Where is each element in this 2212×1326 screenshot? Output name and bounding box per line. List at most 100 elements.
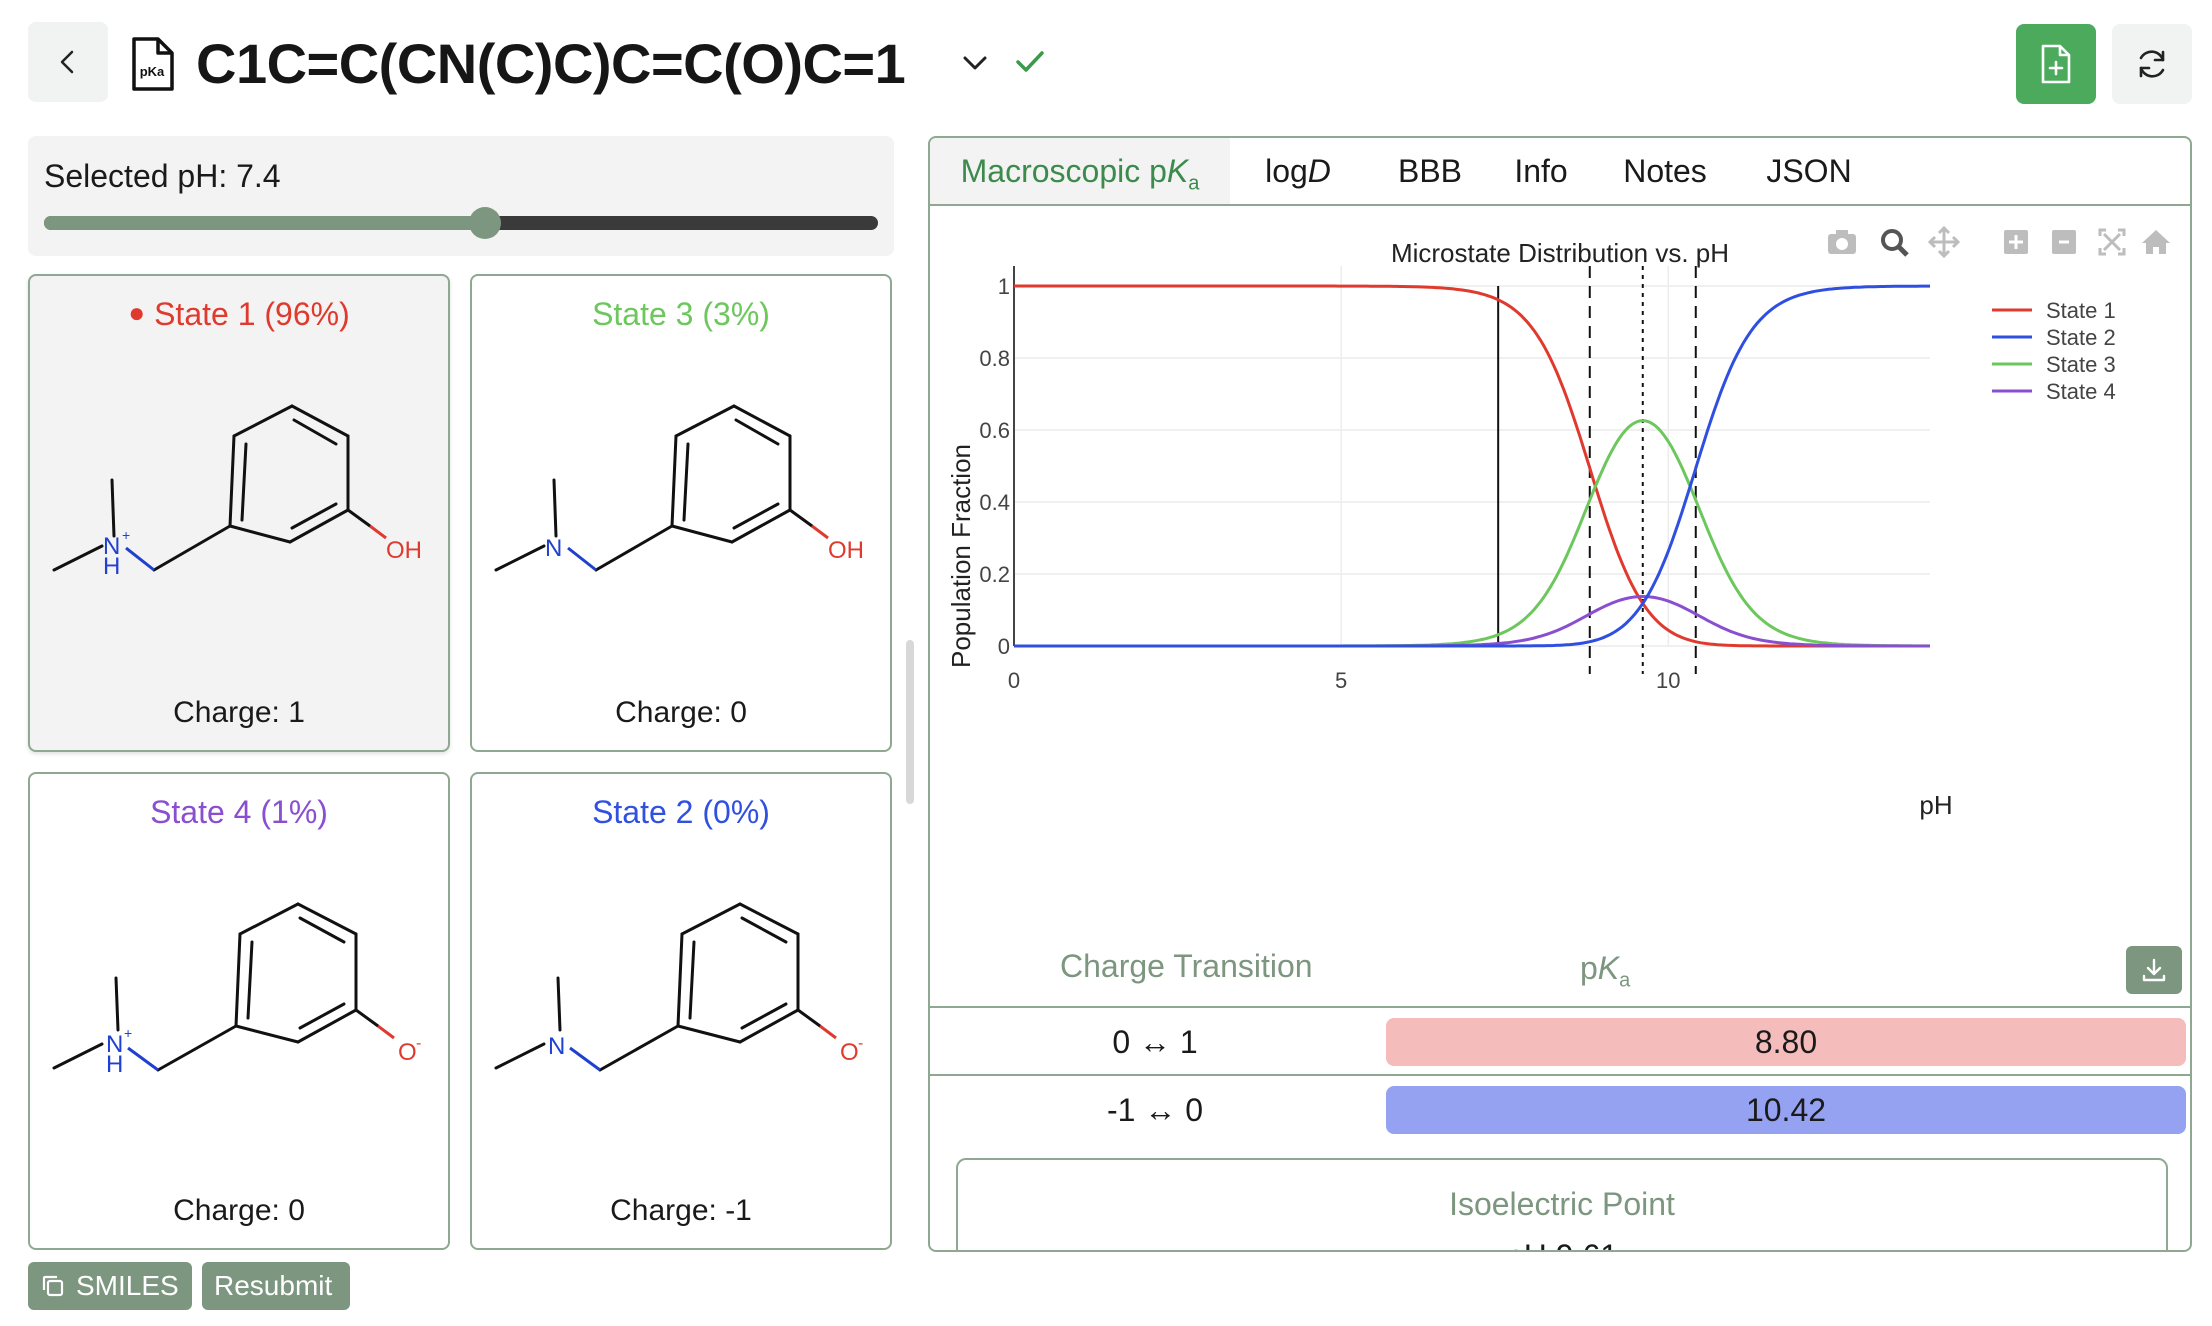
resubmit-label: Resubmit (214, 1270, 333, 1301)
svg-text:N: N (548, 1033, 565, 1060)
state-charge: Charge: 1 (173, 696, 305, 729)
tab-logd[interactable]: logD (1246, 138, 1350, 204)
pka-file-icon: pKa (132, 37, 174, 91)
scrollbar[interactable] (906, 640, 914, 804)
x-tick-label: 5 (1335, 668, 1347, 693)
refresh-button[interactable] (2112, 24, 2192, 104)
svg-text:N: N (545, 535, 562, 562)
y-tick-label: 0.4 (979, 490, 1010, 515)
series-line-state-4 (1014, 594, 1930, 648)
chevron-down-icon[interactable] (958, 46, 992, 80)
legend-label: State 4 (2046, 379, 2116, 404)
svg-text:O: O (398, 1039, 417, 1066)
tab-label-k: K (1166, 153, 1189, 189)
microstate-chart: Microstate Distribution vs. pH 0 0.2 0.4 0.… (946, 225, 2170, 820)
chart-title: Microstate Distribution vs. pH (1391, 238, 1729, 268)
pka-header-k: K (1597, 950, 1620, 986)
svg-text:O: O (840, 1039, 859, 1066)
state-card-1[interactable]: ● State 1 (96%) N + H OH Charge: 1 (28, 274, 450, 752)
y-tick-label: 0.8 (979, 346, 1010, 371)
y-tick-label: 0.2 (979, 562, 1010, 587)
tab-label: log (1265, 153, 1308, 189)
pka-header-sub: a (1619, 969, 1631, 992)
state-title: State 4 (1%) (150, 794, 328, 830)
svg-text:H: H (106, 1051, 123, 1078)
transition-cell: -1 ↔ 0 (1106, 1092, 1204, 1128)
zoom-out-icon[interactable] (2052, 230, 2076, 254)
legend-label: State 2 (2046, 325, 2116, 350)
check-icon (1016, 51, 1044, 72)
smiles-title: C1C=C(CN(C)C)C=C(O)C=1 (196, 32, 906, 95)
series-line-state-3 (1014, 419, 1930, 648)
isoelectric-title: Isoelectric Point (1449, 1186, 1675, 1222)
state-title: State 3 (3%) (592, 296, 770, 332)
ph-panel (28, 136, 894, 256)
new-file-button[interactable] (2016, 24, 2096, 104)
tab-notes[interactable]: Notes (1623, 153, 1707, 189)
svg-text:OH: OH (828, 537, 864, 564)
ph-slider-thumb[interactable] (468, 207, 501, 239)
legend-label: State 3 (2046, 352, 2116, 377)
state-card-4[interactable]: State 4 (1%) N + H O - Charge: 0 (28, 772, 450, 1250)
svg-text:+: + (122, 527, 130, 543)
x-tick-label: 10 (1656, 668, 1680, 693)
series-line-state-2 (1014, 284, 1930, 648)
state-charge: Charge: 0 (173, 1194, 305, 1227)
state-card-3[interactable]: State 3 (3%) N OH Charge: 0 (470, 274, 892, 752)
pka-header: pKa (1580, 950, 1630, 992)
x-axis-label: pH (1919, 790, 1952, 820)
copy-smiles-button[interactable]: SMILES (28, 1262, 192, 1310)
legend-label: State 1 (2046, 298, 2116, 323)
tab-bar: Macroscopic pKa logD BBB Info Notes JSON (930, 138, 2190, 206)
series-line-state-1 (1014, 284, 1930, 648)
svg-text:H: H (103, 553, 120, 580)
home-icon[interactable] (2142, 230, 2170, 254)
chevron-left-icon (60, 50, 74, 74)
state-title-text: State 1 (96%) (154, 296, 350, 332)
zoom-icon[interactable] (1881, 229, 1909, 257)
isoelectric-value: pH 9.61 (958, 1238, 2166, 1250)
svg-text:-: - (416, 1035, 421, 1052)
chart-vertical-lines (1497, 266, 1697, 674)
y-axis-label: Population Fraction (946, 444, 976, 668)
camera-icon[interactable] (1828, 230, 1856, 254)
molecule-structure: N + H O - (52, 902, 421, 1078)
selected-dot-icon: ● (128, 297, 146, 328)
tab-info[interactable]: Info (1514, 153, 1568, 189)
resubmit-button[interactable]: Resubmit (202, 1262, 350, 1310)
tab-bbb[interactable]: BBB (1397, 153, 1463, 189)
charge-transition-header: Charge Transition (1060, 948, 1313, 984)
copy-icon (42, 1275, 64, 1297)
svg-text:OH: OH (386, 537, 422, 564)
zoom-in-icon[interactable] (2004, 230, 2028, 254)
autoscale-icon[interactable] (2098, 228, 2126, 256)
file-plus-icon (2041, 44, 2071, 84)
pka-header-p: p (1580, 950, 1598, 986)
molecule-structure: N O - (494, 902, 863, 1072)
pka-value-pill: 8.80 (1386, 1018, 2186, 1066)
y-tick-label: 1 (998, 274, 1010, 299)
chart-series (1014, 284, 1930, 648)
tab-label: Macroscopic p (960, 153, 1167, 189)
table-divider (930, 1006, 2190, 1008)
tab-macroscopic-pka[interactable]: Macroscopic pKa (930, 138, 1230, 204)
svg-text:N: N (103, 533, 120, 560)
molecule-structure: N OH (494, 404, 864, 572)
copy-smiles-label: SMILES (76, 1270, 179, 1301)
svg-text:pKa: pKa (140, 64, 165, 79)
pan-icon[interactable] (1927, 225, 1961, 259)
state-card-2[interactable]: State 2 (0%) N O - Charge: -1 (470, 772, 892, 1250)
state-title: State 2 (0%) (592, 794, 770, 830)
state-charge: Charge: -1 (610, 1194, 752, 1227)
tab-json[interactable]: JSON (1766, 153, 1852, 189)
results-panel: Macroscopic pKa logD BBB Info Notes JSON… (928, 136, 2192, 1252)
chart-ticks: 00.20.40.60.810 5 10 (979, 274, 1680, 693)
svg-text:-: - (858, 1035, 863, 1052)
chart-modebar (1828, 225, 2170, 259)
download-button[interactable] (2126, 946, 2182, 994)
back-button[interactable] (28, 22, 108, 102)
state-title: ● State 1 (96%) (30, 296, 448, 333)
ph-slider-fill (44, 216, 485, 230)
tab-label-sub: a (1188, 172, 1200, 195)
